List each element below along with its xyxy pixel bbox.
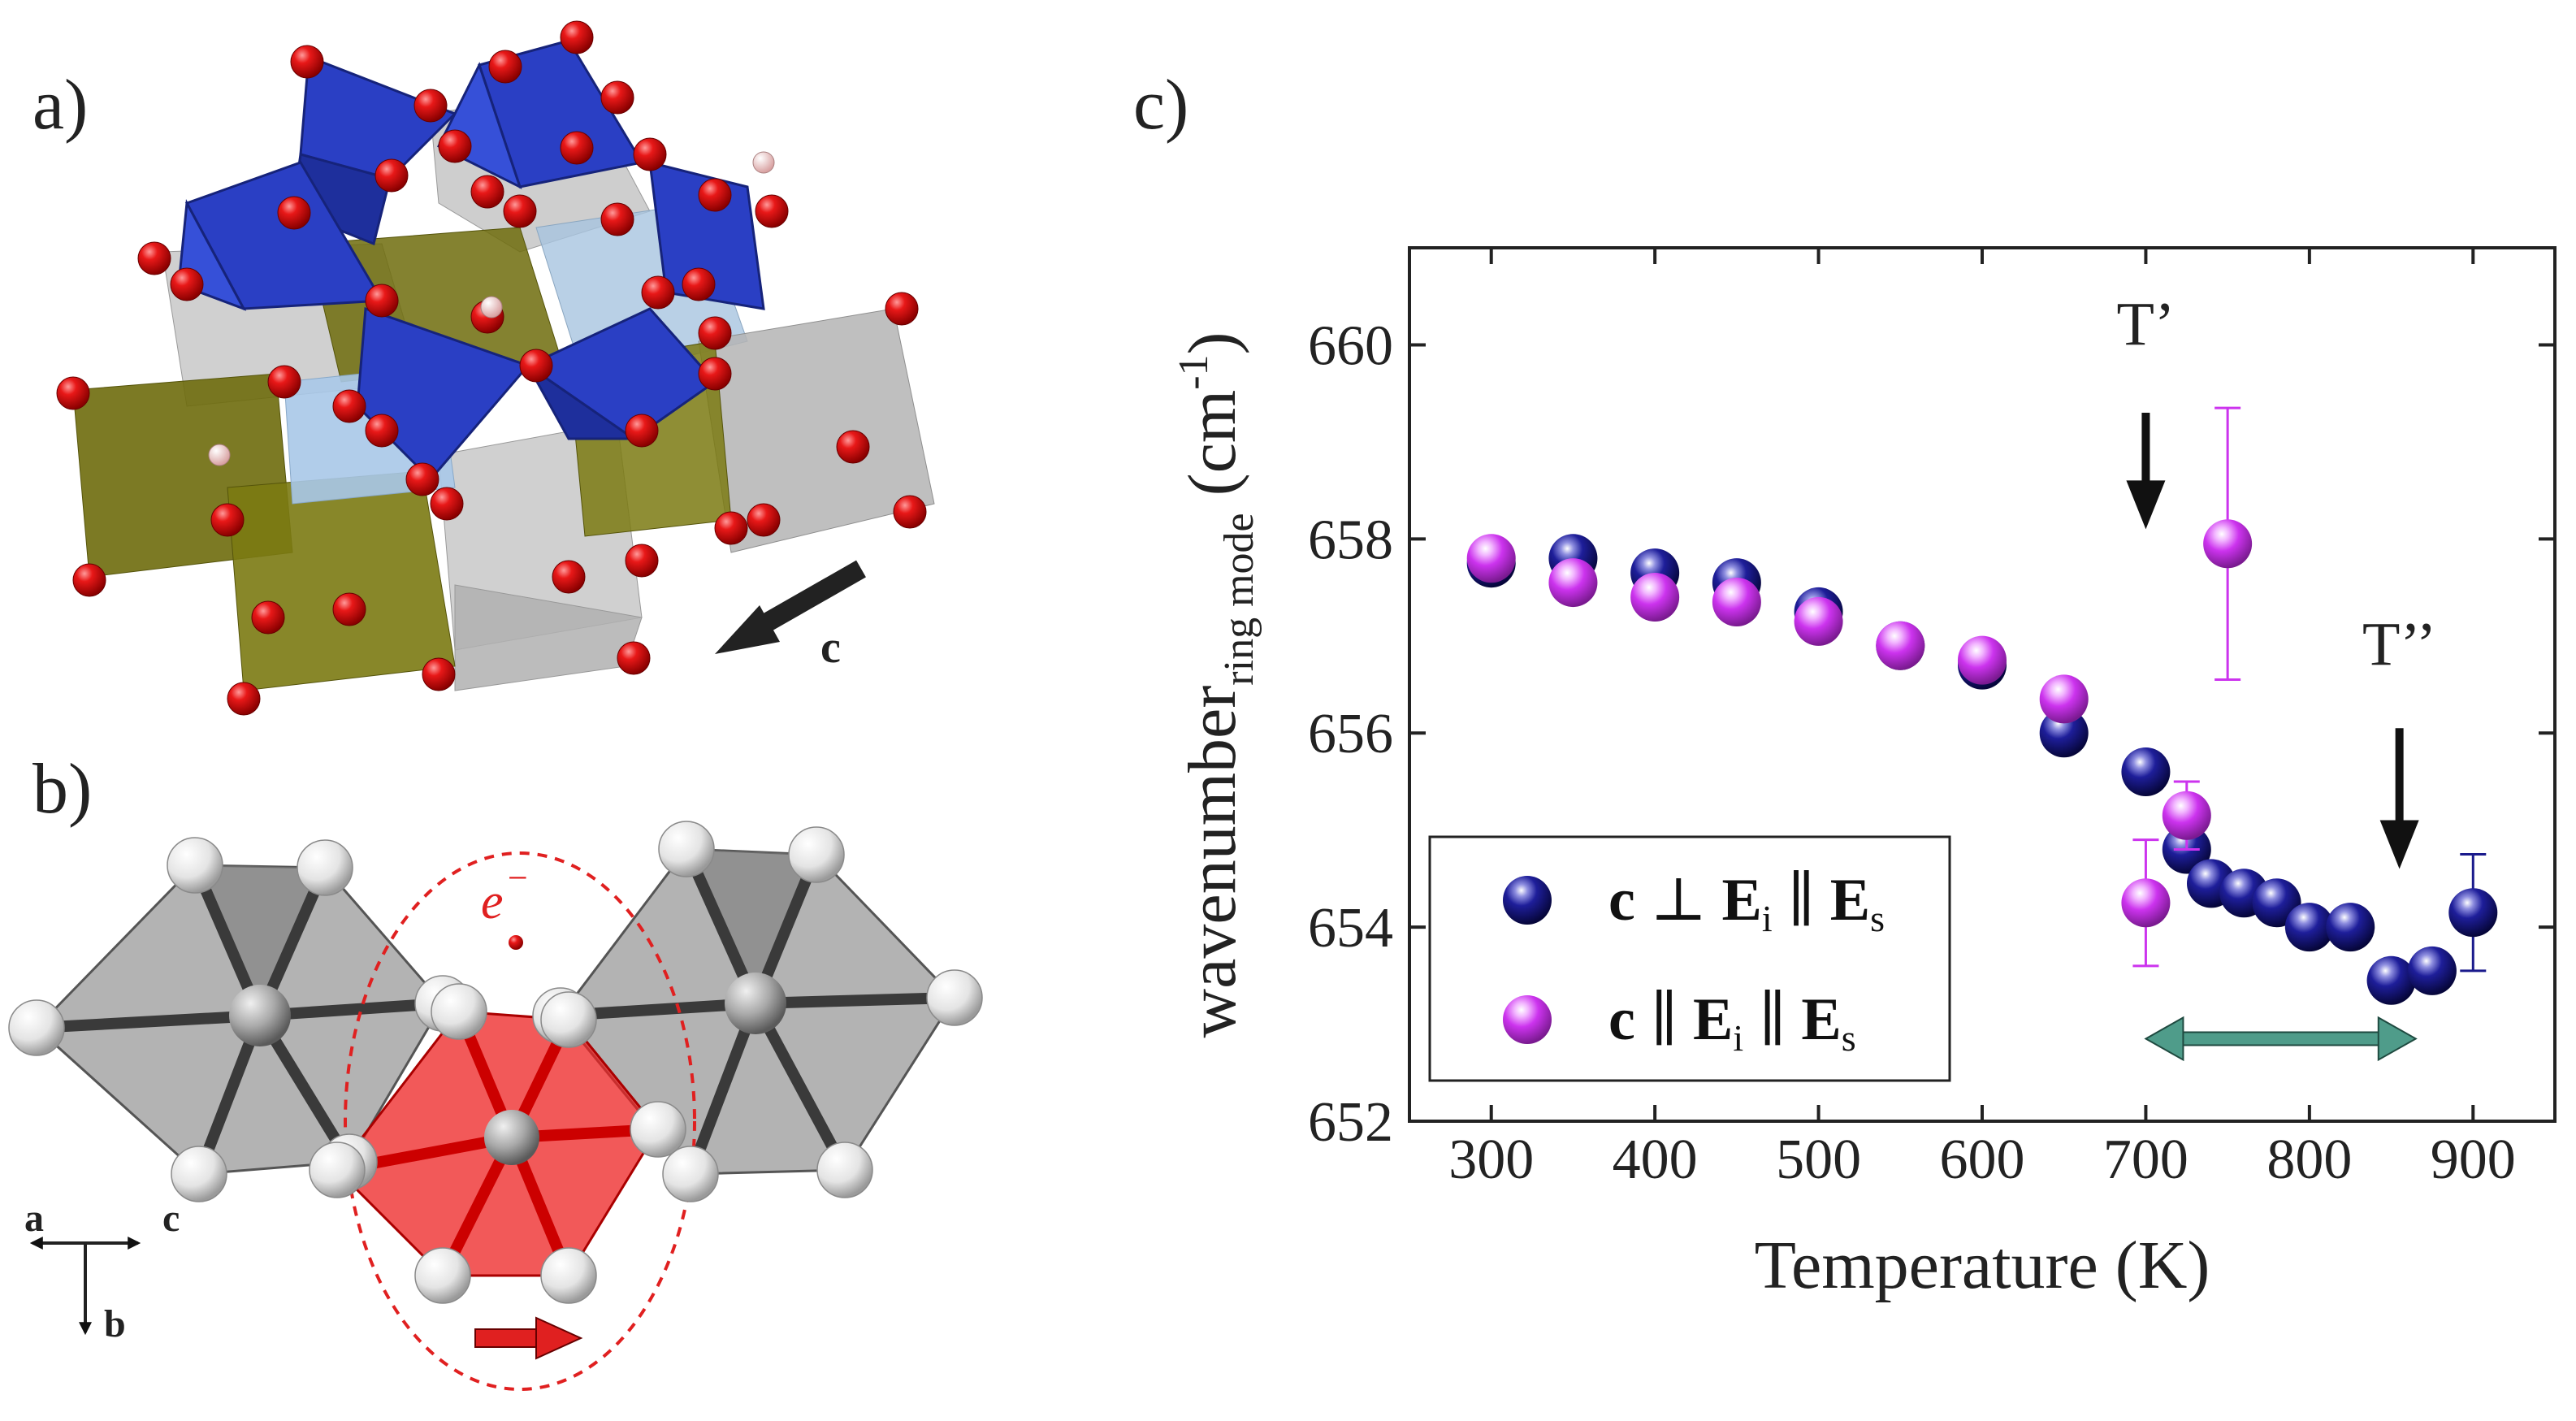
x-axis-title: Temperature (K) bbox=[1755, 1228, 2210, 1303]
perp-point-16 bbox=[2407, 946, 2457, 995]
perp-point-7 bbox=[2039, 708, 2089, 758]
axis-c-label: c bbox=[162, 1197, 180, 1240]
x-tick-label-300: 300 bbox=[1448, 1129, 1534, 1191]
y-axis-title-sub: ring mode bbox=[1216, 513, 1262, 685]
par-point-5 bbox=[1876, 621, 1925, 670]
perp-point-8 bbox=[2121, 747, 2171, 796]
y-tick-label-654: 654 bbox=[1308, 897, 1393, 960]
panel-c-label: c) bbox=[1133, 66, 1188, 145]
perp-point-15 bbox=[2366, 955, 2416, 1005]
range-arrow bbox=[2144, 1016, 2418, 1062]
par-point-1 bbox=[1548, 558, 1598, 608]
legend-marker-perp bbox=[1503, 876, 1552, 925]
electron-label: e bbox=[481, 874, 504, 929]
electron-charge: − bbox=[508, 858, 528, 898]
perp-point-17 bbox=[2448, 888, 2498, 938]
perp-point-13 bbox=[2284, 903, 2334, 952]
panel-c-chart: 300 400 500 600 700 800 900 652 654 656 658 660 Te… bbox=[1171, 246, 2557, 1303]
electron-move-arrow-head bbox=[535, 1316, 583, 1360]
x-tick-label-700: 700 bbox=[2103, 1129, 2189, 1191]
axis-a-label: a bbox=[24, 1197, 44, 1240]
legend-marker-par bbox=[1503, 995, 1552, 1044]
x-tick-label-500: 500 bbox=[1776, 1129, 1861, 1191]
annotations: T’ T’’ bbox=[2117, 290, 2436, 869]
panel-b-label: b) bbox=[32, 750, 92, 829]
c-axis-label: c bbox=[820, 622, 841, 673]
x-tick-label-800: 800 bbox=[2266, 1129, 2352, 1191]
par-point-0 bbox=[1466, 534, 1516, 583]
electron-ellipse bbox=[344, 851, 696, 1391]
y-tick-label-652: 652 bbox=[1308, 1091, 1393, 1154]
par-point-7 bbox=[2039, 674, 2089, 724]
legend-label-perp: c ⊥ Ei ∥ Es bbox=[1608, 867, 1885, 939]
par-point-2 bbox=[1630, 573, 1680, 622]
axis-b-label: b bbox=[104, 1302, 126, 1345]
par-point-8 bbox=[2121, 878, 2171, 928]
x-axis-ticks: 300 400 500 600 700 800 900 bbox=[1448, 248, 2516, 1191]
y-axis-title-unit-sup: -1 bbox=[1171, 354, 1217, 389]
range-arrow-head-right bbox=[2377, 1016, 2418, 1062]
par-point-6 bbox=[1958, 635, 2007, 685]
electron-move-arrow-shaft bbox=[474, 1328, 541, 1348]
annotation-label-1: T’’ bbox=[2362, 611, 2436, 679]
par-point-9 bbox=[2162, 791, 2211, 840]
panel-a-crystal-structure: c bbox=[56, 20, 935, 716]
range-arrow-shaft bbox=[2177, 1031, 2384, 1046]
y-axis-ticks: 652 654 656 658 660 bbox=[1308, 314, 2555, 1154]
panel-a-label: a) bbox=[32, 66, 88, 145]
y-tick-label-660: 660 bbox=[1308, 314, 1393, 377]
x-tick-label-400: 400 bbox=[1613, 1129, 1698, 1191]
y-axis-title-unit-close: ) bbox=[1175, 331, 1250, 354]
annotation-arrow-head-0 bbox=[2126, 480, 2166, 530]
par-point-10 bbox=[2203, 519, 2253, 569]
annotation-label-0: T’ bbox=[2117, 290, 2176, 358]
annotation-arrow-head-1 bbox=[2379, 820, 2419, 869]
perp-point-14 bbox=[2326, 903, 2375, 952]
x-tick-label-600: 600 bbox=[1940, 1129, 2025, 1191]
range-arrow-head-left bbox=[2144, 1016, 2184, 1062]
legend: c ⊥ Ei ∥ Es c ∥ Ei ∥ Es bbox=[1428, 835, 1951, 1082]
y-tick-label-656: 656 bbox=[1308, 703, 1393, 765]
y-axis-title-unit-open: (cm bbox=[1175, 390, 1250, 496]
par-point-3 bbox=[1712, 577, 1761, 626]
x-tick-label-900: 900 bbox=[2431, 1129, 2516, 1191]
legend-label-par: c ∥ Ei ∥ Es bbox=[1608, 986, 1856, 1059]
panel-b-octahedra: e − a c b bbox=[8, 821, 983, 1391]
electron-dot bbox=[509, 935, 523, 950]
y-axis-title: wavenumberring mode (cm-1) bbox=[1171, 331, 1262, 1038]
y-tick-label-658: 658 bbox=[1308, 509, 1393, 571]
c-axis-arrow-head bbox=[715, 605, 780, 654]
par-point-4 bbox=[1794, 596, 1843, 646]
y-axis-title-gap bbox=[1175, 496, 1250, 513]
series-c-par bbox=[1466, 406, 2253, 968]
y-axis-title-main: wavenumber bbox=[1175, 686, 1250, 1038]
